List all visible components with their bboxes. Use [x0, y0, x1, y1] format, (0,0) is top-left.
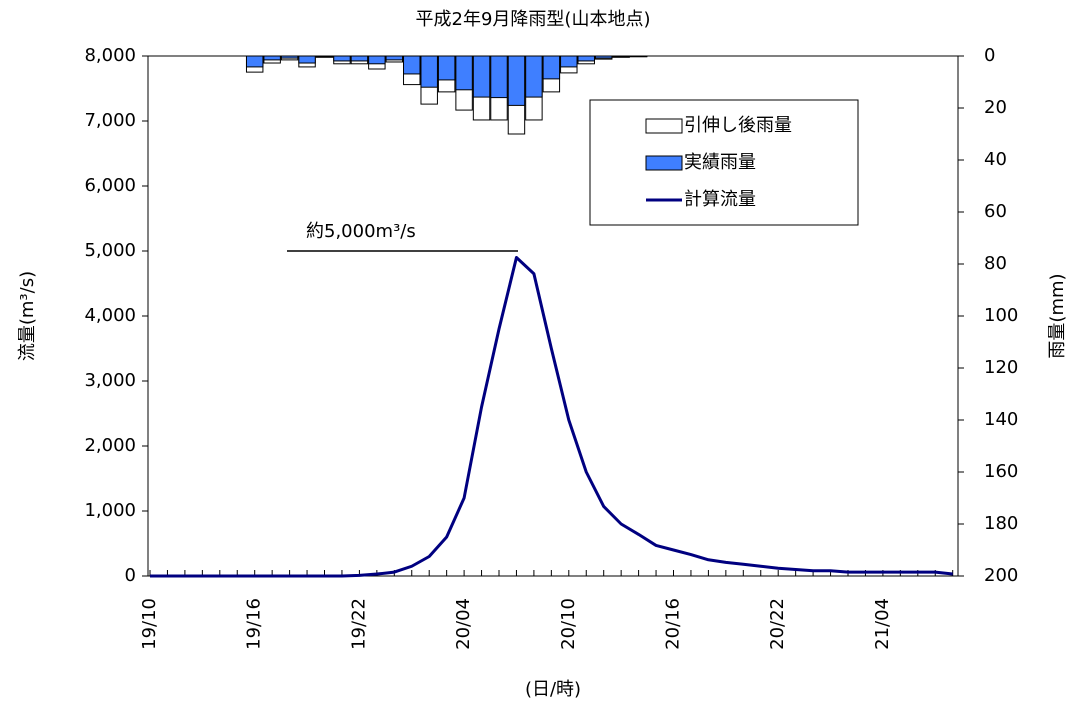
bar	[560, 55, 578, 68]
bar	[594, 55, 613, 59]
legend-box	[589, 99, 859, 226]
bar	[385, 55, 404, 61]
bar	[455, 55, 473, 91]
legend-label: 計算流量	[684, 189, 756, 210]
bar	[472, 55, 491, 98]
y-tick-label: 8,000	[84, 45, 136, 66]
bar	[368, 55, 386, 65]
bar	[437, 55, 456, 81]
bar	[420, 55, 438, 88]
annotation: 約5,000m³/s	[306, 221, 416, 242]
x-tick-label: 19/10	[139, 598, 160, 650]
y2-tick-label: 80	[984, 253, 1007, 274]
y2-tick-label: 60	[984, 201, 1007, 222]
legend-swatch	[645, 118, 683, 134]
x-tick-label: 20/10	[558, 598, 579, 650]
x-tick-label: 20/16	[663, 598, 684, 650]
legend-label: 引伸し後雨量	[684, 115, 792, 136]
x-tick-label: 19/22	[348, 598, 369, 650]
bar	[490, 55, 508, 99]
y2-tick-label: 20	[984, 97, 1007, 118]
legend-swatch	[645, 155, 683, 171]
y2-axis-label: 雨量(mm)	[1047, 273, 1068, 358]
chart-title: 平成2年9月降雨型(山本地点)	[416, 9, 651, 30]
y-tick-label: 7,000	[84, 110, 136, 131]
y-tick-label: 0	[125, 565, 136, 586]
y-tick-label: 3,000	[84, 370, 136, 391]
y-tick-label: 2,000	[84, 435, 136, 456]
bar	[612, 55, 630, 58]
x-tick-label: 19/16	[244, 598, 265, 650]
bar	[333, 55, 351, 62]
x-tick-label: 20/22	[767, 598, 788, 650]
x-tick-label: 21/04	[872, 598, 893, 650]
line-series	[150, 256, 953, 578]
y-axis-label: 流量(m³/s)	[17, 271, 38, 361]
y2-tick-label: 160	[984, 461, 1018, 482]
bar	[507, 55, 526, 106]
x-tick-label: 20/04	[453, 598, 474, 650]
y2-tick-label: 120	[984, 357, 1018, 378]
y-tick-label: 1,000	[84, 500, 136, 521]
bar	[245, 55, 264, 68]
bar	[298, 55, 316, 64]
y2-tick-label: 180	[984, 513, 1018, 534]
y-tick-label: 6,000	[84, 175, 136, 196]
x-axis-label: (日/時)	[525, 679, 581, 700]
y2-tick-label: 100	[984, 305, 1018, 326]
y-tick-label: 4,000	[84, 305, 136, 326]
bar	[403, 55, 421, 75]
legend-label: 実績雨量	[684, 152, 756, 173]
y2-tick-label: 200	[984, 565, 1018, 586]
bar	[315, 55, 334, 58]
bar	[280, 55, 299, 59]
bar	[350, 55, 369, 62]
bar	[525, 55, 543, 98]
y-tick-label: 5,000	[84, 240, 136, 261]
y2-tick-label: 140	[984, 409, 1018, 430]
y2-tick-label: 40	[984, 149, 1007, 170]
bar	[542, 55, 561, 80]
bar	[577, 55, 595, 62]
y2-tick-label: 0	[984, 45, 995, 66]
bar	[629, 55, 648, 58]
bar	[263, 55, 281, 61]
